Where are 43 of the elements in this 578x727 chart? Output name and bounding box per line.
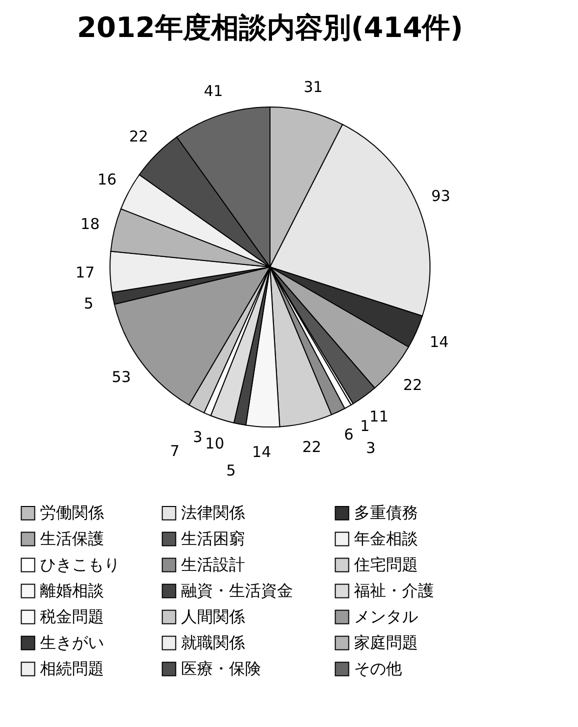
legend-label: 年金相談 (354, 529, 418, 548)
legend-label: その他 (354, 659, 402, 678)
chart-title: 2012年度相談内容別(414件) (77, 11, 463, 44)
data-label: 5 (226, 461, 236, 480)
legend-label: 融資・生活資金 (181, 581, 293, 600)
data-label: 6 (344, 425, 354, 444)
data-label: 16 (98, 170, 117, 188)
data-label: 18 (80, 214, 100, 233)
legend-label: 医療・保険 (181, 659, 261, 678)
data-label: 10 (205, 434, 224, 453)
legend-label: 生活設計 (181, 555, 245, 574)
legend-label: 離婚相談 (40, 581, 104, 600)
data-label: 11 (369, 408, 389, 426)
data-label: 41 (204, 82, 223, 100)
data-label: 53 (112, 368, 131, 386)
legend-label: 福祉・介護 (354, 581, 434, 600)
data-label: 3 (192, 428, 202, 446)
legend-label: 生活保護 (40, 529, 104, 548)
data-label: 17 (76, 264, 95, 282)
legend-label: 生活困窮 (181, 529, 245, 548)
data-label: 1 (360, 416, 370, 435)
data-label: 22 (302, 438, 322, 456)
legend-label: 労働関係 (40, 503, 104, 522)
legend-label: メンタル (354, 607, 418, 626)
legend-label: 税金問題 (40, 607, 104, 626)
data-label: 22 (129, 128, 148, 146)
legend-label: 多重債務 (354, 503, 418, 522)
legend-label: 住宅問題 (353, 555, 418, 574)
data-label: 22 (403, 376, 422, 394)
legend-label: ひきこもり (40, 555, 120, 574)
data-label: 3 (366, 438, 376, 457)
data-label: 7 (170, 442, 180, 460)
legend-label: 人間関係 (181, 607, 245, 626)
legend-label: 相続問題 (40, 659, 104, 678)
legend-label: 家庭問題 (354, 633, 418, 652)
data-label: 14 (430, 332, 449, 351)
legend-label: 就職関係 (181, 633, 245, 652)
data-label: 31 (304, 78, 323, 96)
data-label: 5 (84, 294, 94, 312)
legend-label: 法律関係 (181, 503, 245, 522)
data-label: 14 (252, 442, 272, 461)
data-label: 93 (431, 186, 450, 205)
legend-label: 生きがい (40, 633, 104, 652)
